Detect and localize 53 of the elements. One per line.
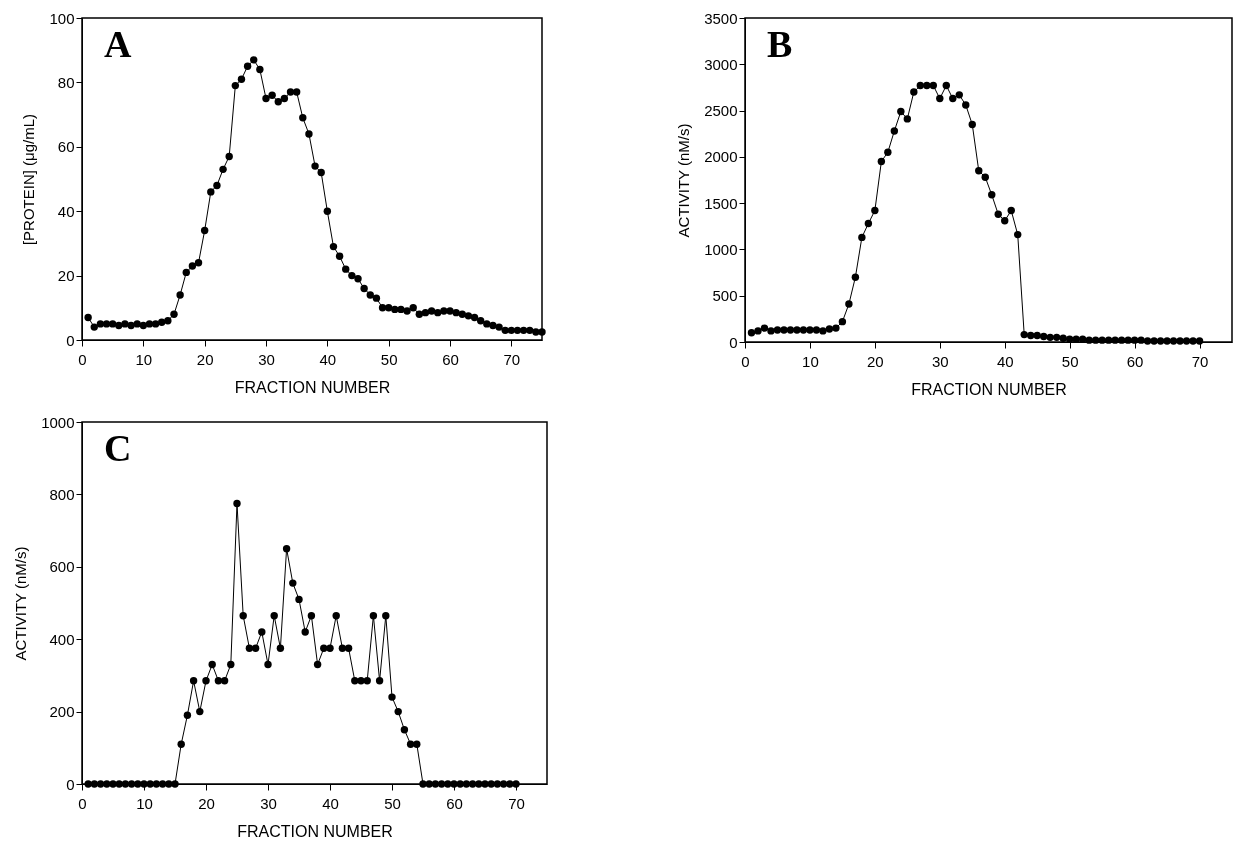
annotation: C — [104, 427, 132, 469]
x-tick-label: 30 — [931, 352, 949, 370]
y-axis-title: ACTIVITY (nM/s) — [12, 546, 30, 661]
y-tick-label: 3000 — [704, 55, 738, 73]
x-tick-label: 0 — [78, 794, 87, 812]
x-tick-label: 30 — [260, 794, 277, 812]
x-tick-label: 70 — [503, 350, 521, 368]
x-tick-label: 10 — [135, 350, 153, 368]
y-axis-title: ACTIVITY (nM/s) — [675, 123, 693, 238]
y-tick-label: 0 — [729, 333, 738, 351]
x-tick-label: 70 — [508, 794, 525, 812]
y-axis-title: [PROTEIN] (μg/mL) — [20, 113, 38, 246]
y-tick-label: 100 — [49, 9, 75, 27]
y-tick-label: 3500 — [704, 9, 738, 27]
x-tick-label: 60 — [1126, 352, 1144, 370]
x-tick-label: 10 — [136, 794, 153, 812]
y-tick-label: 500 — [712, 287, 738, 305]
y-tick-label: 0 — [66, 331, 75, 349]
x-tick-label: 0 — [741, 352, 750, 370]
x-axis-title: FRACTION NUMBER — [237, 822, 393, 840]
x-tick-label: 40 — [996, 352, 1014, 370]
x-tick-label: 20 — [196, 350, 214, 368]
y-tick-label: 80 — [57, 73, 75, 91]
annotation: B — [767, 23, 793, 65]
x-axis-title: FRACTION NUMBER — [911, 380, 1067, 398]
y-tick-label: 2000 — [704, 148, 738, 166]
x-axis-title: FRACTION NUMBER — [234, 378, 391, 396]
y-tick-label: 800 — [49, 485, 75, 503]
x-tick-label: 10 — [802, 352, 819, 370]
y-tick-label: 400 — [49, 630, 75, 648]
y-tick-label: 1500 — [704, 194, 738, 212]
x-tick-label: 50 — [1061, 352, 1079, 370]
x-tick-label: 50 — [384, 794, 401, 812]
y-tick-label: 1000 — [41, 413, 75, 431]
x-tick-label: 0 — [78, 350, 87, 368]
y-tick-label: 0 — [66, 775, 75, 793]
annotation: A — [104, 23, 132, 65]
x-tick-label: 40 — [322, 794, 339, 812]
y-tick-label: 600 — [49, 558, 75, 576]
x-tick-label: 70 — [1191, 352, 1209, 370]
x-tick-label: 50 — [380, 350, 398, 368]
x-tick-label: 20 — [867, 352, 884, 370]
x-tick-label: 20 — [198, 794, 215, 812]
y-tick-label: 60 — [57, 138, 75, 156]
y-tick-label: 40 — [57, 202, 75, 220]
x-tick-label: 60 — [442, 350, 459, 368]
x-tick-label: 60 — [446, 794, 463, 812]
y-tick-label: 1000 — [704, 240, 738, 258]
y-tick-label: 20 — [57, 267, 75, 285]
y-tick-label: 200 — [49, 703, 75, 721]
x-tick-label: 30 — [258, 350, 275, 368]
x-tick-label: 40 — [319, 350, 337, 368]
y-tick-label: 2500 — [704, 102, 738, 120]
